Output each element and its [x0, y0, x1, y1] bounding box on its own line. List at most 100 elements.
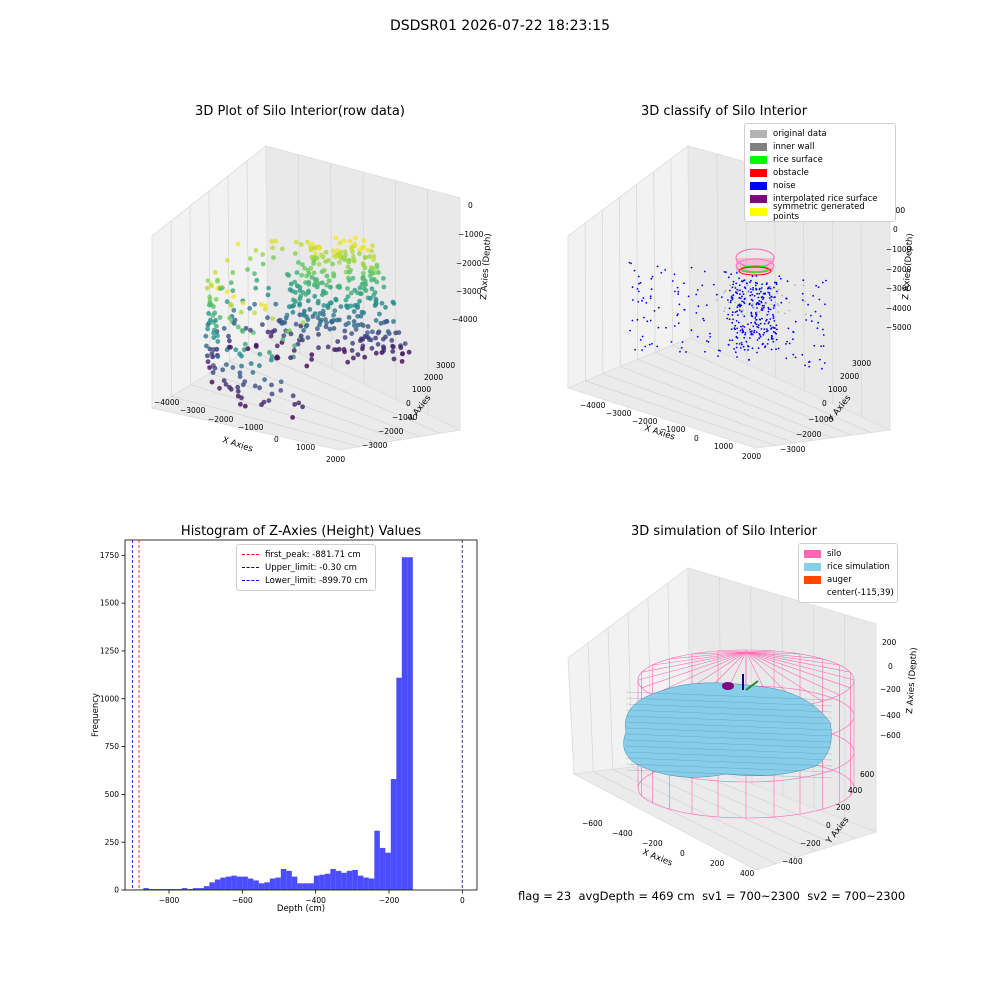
- raw-3d-panes: [150, 144, 462, 451]
- noise-point: [813, 344, 816, 347]
- raw-point: [312, 293, 318, 299]
- flag-value: flag = 23: [518, 889, 572, 903]
- raw-point: [252, 310, 257, 316]
- noise-point: [734, 291, 737, 293]
- noise-point: [757, 296, 760, 299]
- raw-point: [258, 302, 264, 307]
- noise-point: [742, 331, 744, 334]
- raw-point: [240, 300, 246, 306]
- noise-point: [747, 323, 749, 326]
- raw-point: [347, 238, 353, 244]
- noise-point: [744, 333, 746, 336]
- raw-point: [361, 274, 366, 280]
- noise-point: [820, 345, 822, 348]
- legend-entry: center(-115,39): [804, 586, 894, 599]
- noise-point: [690, 329, 693, 332]
- raw-xtick: 0: [274, 435, 279, 444]
- grid-line: [655, 351, 852, 436]
- raw-point: [237, 374, 243, 379]
- raw-point: [308, 247, 314, 253]
- raw-point: [292, 402, 298, 407]
- noise-point: [752, 288, 754, 291]
- raw-point: [309, 352, 315, 358]
- noise-point: [705, 304, 708, 307]
- raw-point: [335, 339, 341, 344]
- raw-point: [360, 270, 366, 276]
- raw-point: [217, 315, 223, 320]
- raw-point: [301, 328, 306, 333]
- noise-point: [743, 315, 746, 318]
- raw-point: [342, 328, 348, 334]
- noise-point: [734, 287, 737, 289]
- noise-point: [728, 307, 731, 310]
- noise-point: [731, 321, 734, 324]
- rice-mesh-line: [625, 769, 833, 779]
- raw-point: [300, 320, 306, 325]
- noise-point: [750, 279, 752, 282]
- legend-entry: Lower_limit: -899.70 cm: [242, 574, 370, 587]
- grid-line: [651, 764, 837, 845]
- noise-point: [739, 293, 741, 295]
- raw-point: [345, 359, 351, 365]
- raw-point: [355, 322, 361, 328]
- raw-point: [247, 306, 253, 311]
- noise-point: [739, 329, 742, 332]
- noise-point: [729, 289, 731, 292]
- raw-point: [373, 299, 379, 304]
- raw-point: [253, 344, 259, 349]
- original-point: [742, 309, 744, 312]
- histogram-bar: [148, 889, 155, 890]
- raw-point: [357, 251, 362, 256]
- raw-point: [214, 323, 219, 329]
- cls-ztick: 0: [893, 225, 898, 234]
- noise-point: [762, 298, 764, 301]
- noise-point: [775, 324, 778, 327]
- noise-point: [753, 329, 756, 332]
- sim-ytick: 400: [848, 786, 863, 795]
- legend-swatch: [804, 549, 821, 558]
- sim-ytick: 600: [860, 770, 875, 779]
- raw-ytick: −3000: [362, 441, 388, 450]
- raw-point: [331, 271, 336, 276]
- raw-point: [320, 292, 325, 298]
- histogram-legend: first_peak: -881.71 cm Upper_limit: -0.30…: [236, 544, 376, 591]
- noise-point: [751, 299, 754, 302]
- noise-point: [736, 292, 739, 295]
- raw-point: [230, 365, 236, 370]
- noise-point: [651, 275, 654, 278]
- noise-point: [703, 319, 705, 322]
- histogram-bar: [374, 830, 380, 890]
- raw-point: [301, 312, 306, 318]
- noise-point: [778, 275, 781, 277]
- legend-label: symmetric generated points: [773, 201, 865, 222]
- noise-point: [702, 317, 704, 320]
- silo-roof-rib: [745, 651, 851, 673]
- noise-point: [743, 286, 746, 288]
- noise-point: [735, 282, 738, 285]
- grid-line: [585, 380, 776, 446]
- noise-point: [766, 329, 769, 332]
- noise-point: [687, 295, 690, 298]
- noise-point: [656, 265, 659, 268]
- histogram-bar: [236, 876, 243, 890]
- noise-point: [731, 298, 734, 301]
- noise-point: [645, 302, 648, 304]
- histogram-bar: [143, 888, 149, 890]
- noise-point: [719, 349, 721, 352]
- raw-point: [351, 257, 357, 263]
- legend-swatch: [804, 575, 821, 584]
- raw-point: [365, 324, 371, 329]
- noise-point: [822, 334, 825, 336]
- cls-xtick: −4000: [580, 401, 606, 410]
- histogram-bar: [181, 888, 188, 890]
- noise-point: [741, 290, 744, 293]
- raw-point: [205, 278, 211, 283]
- raw-point: [286, 304, 292, 310]
- noise-point: [731, 286, 734, 289]
- raw-point: [268, 357, 274, 363]
- histogram-bar: [220, 877, 226, 890]
- original-point: [724, 289, 727, 292]
- sim-ztick: −400: [880, 711, 901, 720]
- legend-entry: auger: [804, 573, 892, 586]
- summary-footer: flag = 23 avgDepth = 469 cm sv1 = 700~23…: [518, 889, 905, 903]
